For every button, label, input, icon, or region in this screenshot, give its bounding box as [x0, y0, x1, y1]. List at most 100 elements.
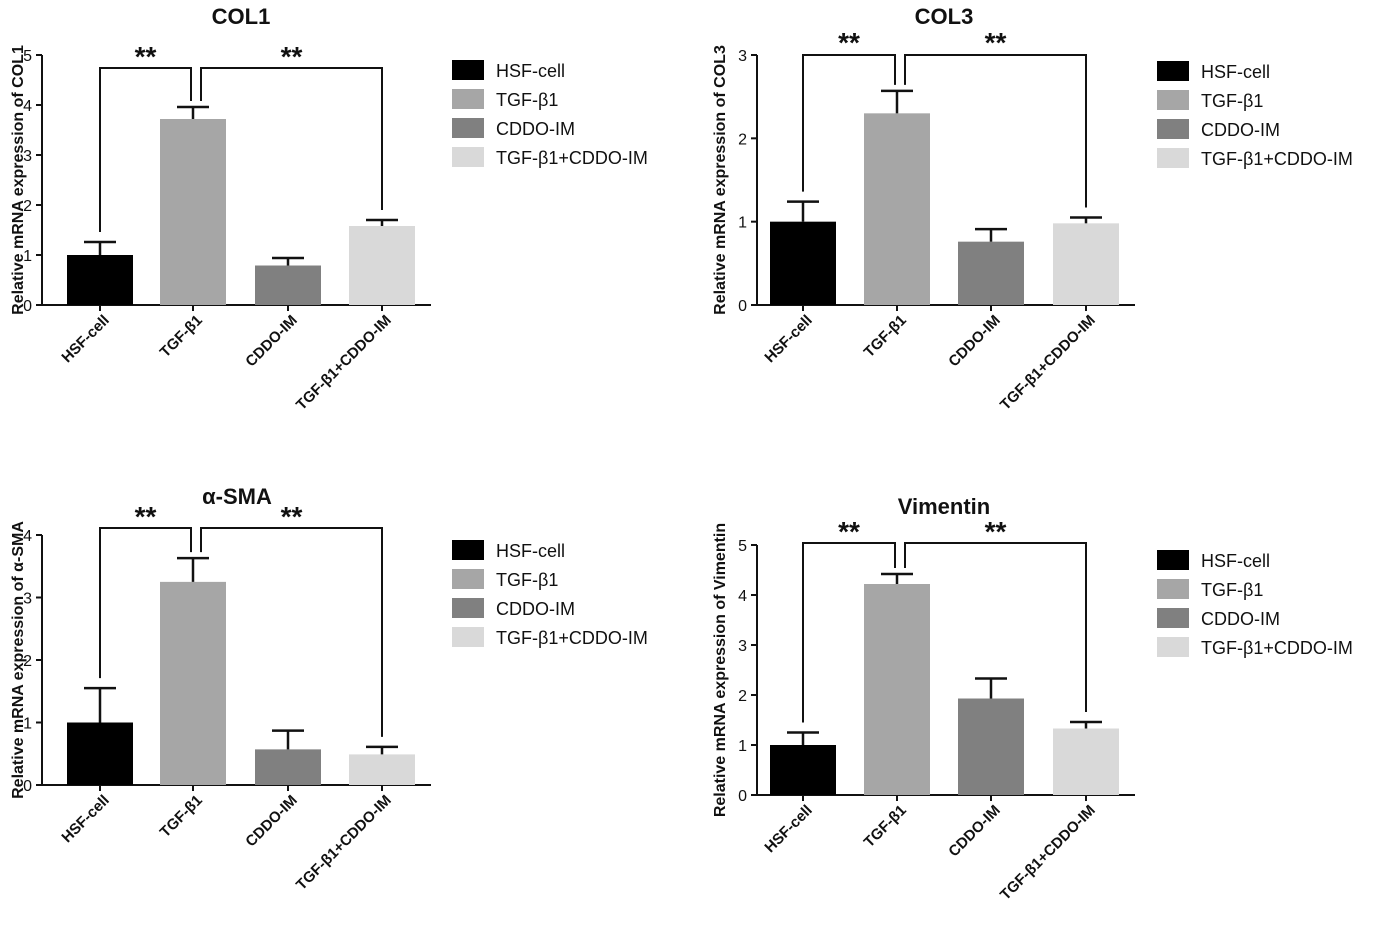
- bar-3: [255, 749, 321, 785]
- x-tick-label: CDDO-IM: [945, 312, 1004, 371]
- bar-2: [160, 581, 226, 785]
- bar-4: [1053, 728, 1119, 795]
- x-tick-label: HSF-cell: [761, 802, 815, 856]
- chart-title: α-SMA: [202, 484, 272, 509]
- legend-label: TGF-β1+CDDO-IM: [496, 628, 648, 648]
- legend-swatch: [1157, 148, 1189, 168]
- legend-swatch: [1157, 608, 1189, 628]
- y-tick-label: 5: [738, 538, 747, 555]
- y-tick-label: 1: [738, 215, 747, 232]
- bar-3: [958, 698, 1024, 795]
- legend-label: TGF-β1: [1201, 580, 1263, 600]
- x-tick-label: TGF-β1: [861, 312, 910, 361]
- bar-2: [864, 113, 930, 305]
- y-tick-label: 2: [23, 653, 32, 670]
- legend-swatch: [452, 89, 484, 109]
- significance-bracket: [99, 67, 192, 232]
- legend-label: TGF-β1: [1201, 91, 1263, 111]
- x-tick-label: HSF-cell: [761, 312, 815, 366]
- x-tick-label: CDDO-IM: [945, 802, 1004, 861]
- significance-bracket: [802, 542, 896, 723]
- significance-label: **: [135, 501, 157, 532]
- bar-2: [864, 584, 930, 795]
- significance-label: **: [838, 27, 860, 58]
- y-tick-label: 1: [738, 738, 747, 755]
- y-tick-label: 0: [23, 298, 32, 315]
- legend-swatch: [1157, 637, 1189, 657]
- significance-label: **: [281, 41, 303, 72]
- bar-3: [255, 265, 321, 305]
- significance-bracket: [904, 542, 1087, 712]
- significance-label: **: [838, 516, 860, 547]
- y-axis-label: Relative mRNA expression of COL3: [712, 45, 729, 315]
- bar-1: [770, 745, 836, 795]
- legend-label: TGF-β1: [496, 570, 558, 590]
- bar-2: [160, 119, 226, 305]
- x-tick-label: HSF-cell: [58, 312, 112, 366]
- legend-swatch: [452, 147, 484, 167]
- chart-panel-4: Vimentin Relative mRNA expression of Vime…: [712, 494, 1353, 904]
- legend-label: CDDO-IM: [496, 599, 575, 619]
- y-tick-label: 3: [23, 148, 32, 165]
- legend-swatch: [452, 118, 484, 138]
- y-tick-label: 0: [23, 778, 32, 795]
- legend-label: TGF-β1+CDDO-IM: [1201, 638, 1353, 658]
- bar-1: [67, 255, 133, 305]
- y-axis-label: Relative mRNA expression of Vimentin: [712, 523, 729, 817]
- x-tick-label: CDDO-IM: [242, 312, 301, 371]
- y-tick-label: 2: [738, 131, 747, 148]
- legend-label: CDDO-IM: [1201, 120, 1280, 140]
- chart-title: Vimentin: [898, 494, 991, 519]
- y-tick-label: 0: [738, 298, 747, 315]
- legend-swatch: [1157, 550, 1189, 570]
- y-tick-label: 3: [23, 591, 32, 608]
- y-tick-label: 3: [738, 638, 747, 655]
- legend-swatch: [452, 598, 484, 618]
- y-tick-label: 0: [738, 788, 747, 805]
- y-tick-label: 4: [23, 528, 32, 545]
- legend-swatch: [1157, 61, 1189, 81]
- legend-swatch: [452, 540, 484, 560]
- bar-3: [958, 241, 1024, 305]
- significance-bracket: [802, 54, 896, 192]
- legend-label: CDDO-IM: [496, 119, 575, 139]
- chart-title: COL3: [915, 4, 974, 29]
- y-tick-label: 2: [738, 688, 747, 705]
- bar-4: [349, 754, 415, 785]
- bar-4: [349, 226, 415, 305]
- y-tick-label: 4: [738, 588, 747, 605]
- legend-label: TGF-β1: [496, 90, 558, 110]
- significance-bracket: [200, 527, 383, 737]
- y-axis-label: Relative mRNA expression of COL1: [10, 45, 27, 315]
- x-tick-label: TGF-β1: [157, 792, 206, 841]
- chart-title: COL1: [212, 4, 271, 29]
- significance-bracket: [99, 527, 192, 679]
- x-tick-label: TGF-β1+CDDO-IM: [997, 802, 1099, 904]
- bar-1: [67, 722, 133, 785]
- y-axis-label: Relative mRNA expression of α-SMA: [10, 521, 27, 799]
- legend-label: TGF-β1+CDDO-IM: [496, 148, 648, 168]
- significance-bracket: [904, 54, 1087, 208]
- x-tick-label: TGF-β1+CDDO-IM: [293, 792, 395, 894]
- x-tick-label: TGF-β1: [861, 802, 910, 851]
- significance-label: **: [985, 27, 1007, 58]
- legend-swatch: [452, 569, 484, 589]
- legend-label: CDDO-IM: [1201, 609, 1280, 629]
- bar-4: [1053, 223, 1119, 305]
- y-tick-label: 2: [23, 198, 32, 215]
- legend-swatch: [452, 627, 484, 647]
- bar-1: [770, 221, 836, 305]
- legend-swatch: [1157, 579, 1189, 599]
- y-tick-label: 3: [738, 48, 747, 65]
- x-tick-label: CDDO-IM: [242, 792, 301, 851]
- y-tick-label: 4: [23, 98, 32, 115]
- legend-label: HSF-cell: [496, 541, 565, 561]
- significance-label: **: [985, 516, 1007, 547]
- significance-label: **: [281, 501, 303, 532]
- legend-swatch: [1157, 90, 1189, 110]
- chart-panel-2: COL3 Relative mRNA expression of COL3 0 1 2 3…: [712, 4, 1353, 414]
- y-tick-label: 1: [23, 248, 32, 265]
